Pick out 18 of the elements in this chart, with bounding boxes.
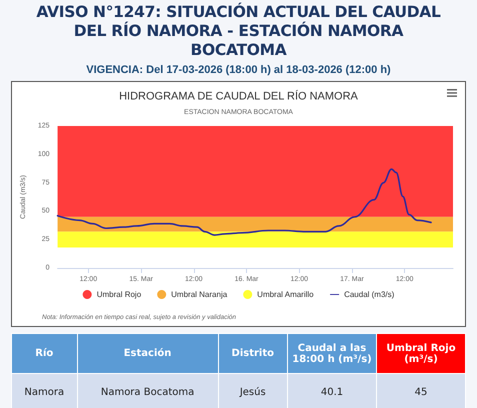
text: VIGENCIA: Del 17-03-2026 (18:00 h) al 18-03-2026 (12:00 h) xyxy=(85,64,392,76)
legend-label: Caudal (m3/s) xyxy=(344,290,395,299)
legend-label: Umbral Amarillo xyxy=(257,290,314,299)
text: Río xyxy=(12,334,78,374)
text: 40.1 xyxy=(288,374,376,408)
text: Distrito xyxy=(218,334,288,374)
text: 45 xyxy=(376,374,466,408)
text: Caudal a las 18:00 h (m³/s) xyxy=(288,334,376,374)
legend-label: Umbral Rojo xyxy=(96,290,142,299)
text: Jesús xyxy=(218,374,288,408)
line-series xyxy=(56,168,432,236)
legend-label: Umbral Naranja xyxy=(171,290,228,299)
text: Estación xyxy=(77,334,218,374)
text: AVISO N°1247: SITUACIÓN ACTUAL DEL CAUDAL DEL RÍO NAMORA - ESTACIÓN NAMORA BOCATOMA xyxy=(35,2,442,60)
chart-title: HIDROGRAMA DE CAUDAL DEL RÍO NAMORA xyxy=(119,90,359,102)
text: Umbral Rojo (m³/s) xyxy=(376,334,466,374)
text: Namora Bocatoma xyxy=(77,374,218,408)
text: Namora xyxy=(12,374,78,408)
